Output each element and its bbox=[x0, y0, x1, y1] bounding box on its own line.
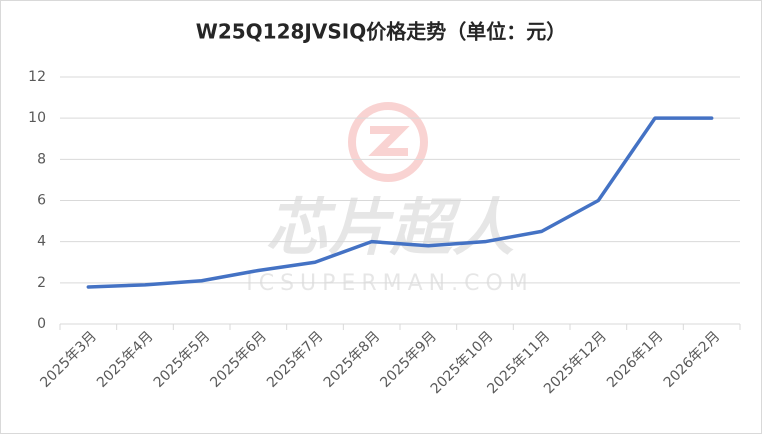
y-tick-label: 2 bbox=[37, 275, 46, 291]
y-tick-label: 8 bbox=[37, 151, 46, 167]
chart-title: W25Q128JVSIQ价格走势（单位：元） bbox=[196, 20, 566, 44]
y-tick-label: 10 bbox=[28, 110, 46, 126]
watermark-logo bbox=[348, 102, 428, 182]
y-tick-label: 0 bbox=[37, 316, 46, 332]
y-tick-label: 6 bbox=[37, 193, 46, 209]
watermark-text: 芯片超人 bbox=[266, 191, 514, 264]
watermark-logo-mark bbox=[368, 126, 410, 156]
watermark: 芯片超人 ICSUPERMAN.COM bbox=[246, 102, 534, 296]
y-tick-label: 4 bbox=[37, 234, 46, 250]
y-tick-label: 12 bbox=[28, 69, 46, 85]
data-line bbox=[86, 116, 714, 289]
watermark-subtext: ICSUPERMAN.COM bbox=[246, 271, 534, 296]
